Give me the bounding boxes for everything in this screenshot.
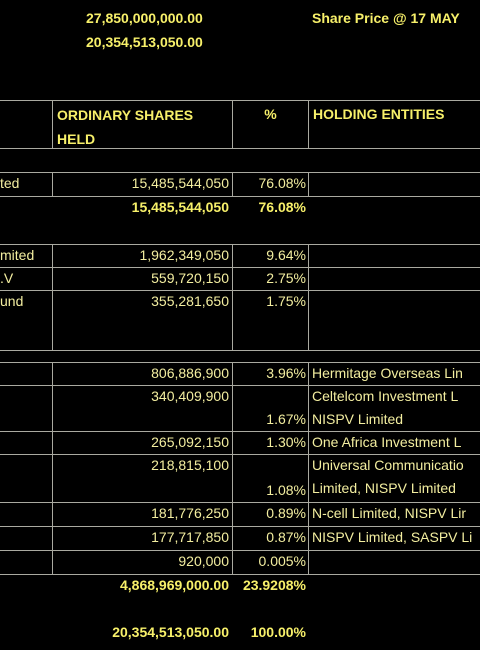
grid-cell (0, 362, 53, 386)
row-name: mited (0, 247, 35, 263)
holding-entity: Hermitage Overseas Lin (312, 365, 463, 381)
percent: 1.67% (266, 411, 306, 427)
shares-held: 15,485,544,050 (131, 199, 229, 215)
shares-held: 355,281,650 (151, 293, 229, 309)
shares-held: 806,886,900 (151, 365, 229, 381)
percent: 3.96% (266, 365, 306, 381)
percent: 76.08% (258, 199, 306, 215)
shares-held: 177,717,850 (151, 529, 229, 545)
percent: 1.30% (266, 434, 306, 450)
percent: 100.00% (250, 624, 306, 640)
percent: 1.08% (266, 482, 306, 498)
grid-cell (308, 550, 480, 575)
column-header: % (232, 100, 309, 149)
shares-held: 4,868,969,000.00 (120, 577, 229, 593)
holding-entity: Universal Communicatio (312, 457, 464, 473)
percent: 76.08% (258, 175, 306, 191)
holding-entity: One Africa Investment L (312, 434, 462, 450)
percent: 9.64% (266, 247, 306, 263)
grid-cell (308, 290, 480, 351)
row-name: .V (0, 270, 14, 286)
holding-entity: Celtelcom Investment L (312, 388, 459, 404)
shares-held: 181,776,250 (151, 505, 229, 521)
percent: 2.75% (266, 270, 306, 286)
shares-held: 15,485,544,050 (131, 175, 229, 191)
percent: 0.89% (266, 505, 306, 521)
grid-cell (308, 172, 480, 197)
grid-cell (0, 526, 53, 551)
column-header: ORDINARY SHARES HELD (52, 100, 233, 149)
shares-held: 340,409,900 (151, 388, 229, 404)
shares-held: 20,354,513,050.00 (112, 624, 229, 640)
shares-held: 218,815,100 (151, 457, 229, 473)
percent: 0.87% (266, 529, 306, 545)
column-header: HOLDING ENTITIES (308, 100, 480, 149)
percent: 23.9208% (242, 577, 306, 593)
header-cell (0, 100, 53, 149)
share-price-label: Share Price @ 17 MAY (312, 10, 460, 26)
shares-held: 559,720,150 (151, 270, 229, 286)
grid-cell (0, 454, 53, 503)
shares-held: 920,000 (178, 553, 229, 569)
row-name: ted (0, 175, 20, 191)
total-authorized: 27,850,000,000.00 (86, 10, 203, 26)
percent: 1.75% (266, 293, 306, 309)
shares-held: 265,092,150 (151, 434, 229, 450)
holding-entity: Limited, NISPV Limited (312, 480, 456, 496)
row-name: und (0, 293, 24, 309)
grid-cell (0, 385, 53, 432)
shares-held: 1,962,349,050 (139, 247, 229, 263)
total-issued: 20,354,513,050.00 (86, 34, 203, 50)
holding-entity: NISPV Limited (312, 411, 404, 427)
percent: 0.005% (258, 553, 306, 569)
grid-cell (0, 502, 53, 527)
holding-entity: N-cell Limited, NISPV Lir (312, 505, 467, 521)
holding-entity: NISPV Limited, SASPV Li (312, 529, 473, 545)
grid-cell (0, 431, 53, 455)
grid-cell (308, 267, 480, 291)
grid-cell (0, 550, 53, 575)
grid-cell (308, 244, 480, 268)
